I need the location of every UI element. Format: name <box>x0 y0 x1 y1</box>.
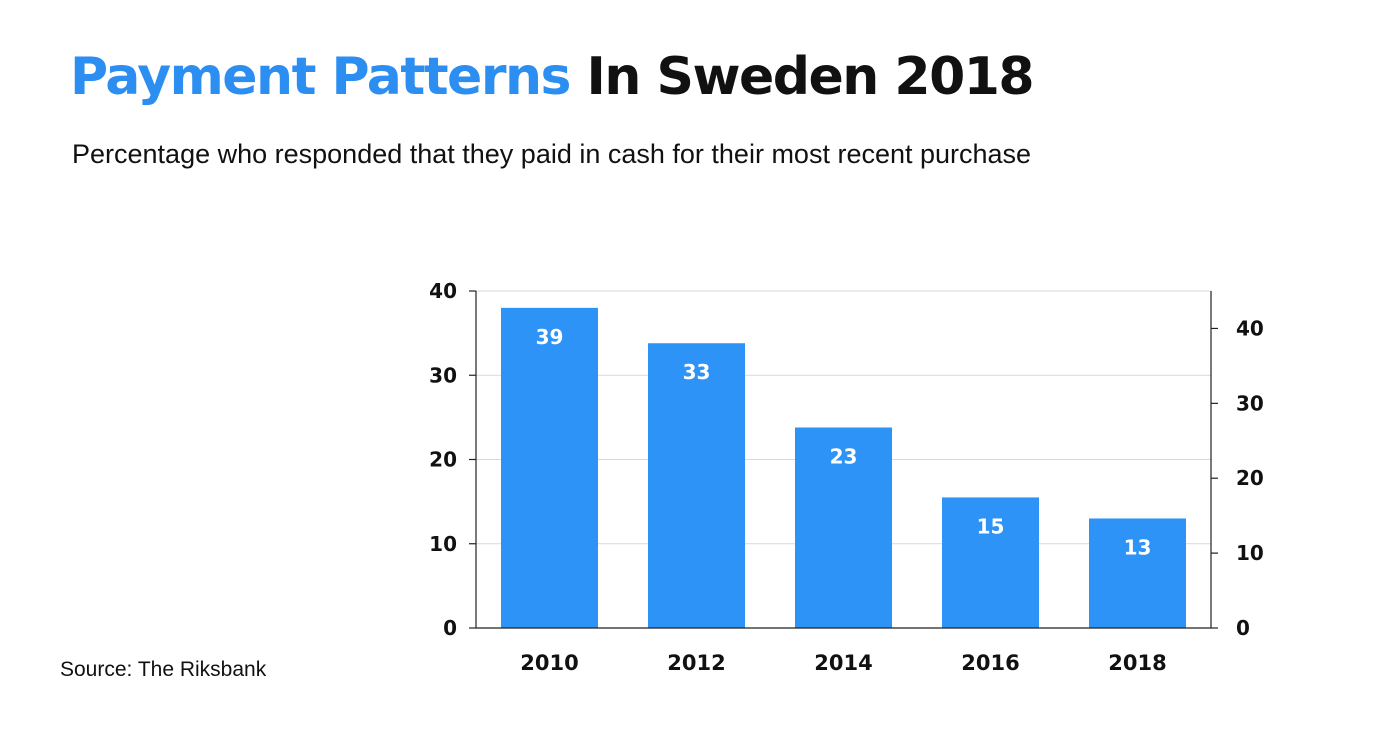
x-tick-label: 2014 <box>814 651 872 675</box>
right-tick-label: 30 <box>1236 391 1264 415</box>
x-tick-label: 2018 <box>1108 651 1166 675</box>
x-tick-label: 2012 <box>667 651 725 675</box>
left-tick-label: 10 <box>429 532 457 556</box>
left-tick-label: 0 <box>443 616 457 640</box>
title-accent: Payment Patterns <box>70 47 571 107</box>
data-label: 15 <box>977 514 1005 538</box>
data-label: 13 <box>1124 535 1152 559</box>
data-label: 39 <box>536 325 564 349</box>
left-tick-label: 40 <box>429 279 457 303</box>
x-tick-label: 2016 <box>961 651 1019 675</box>
right-tick-label: 40 <box>1236 316 1264 340</box>
bar <box>501 307 598 628</box>
x-tick-label: 2010 <box>520 651 578 675</box>
source-note: Source: The Riksbank <box>60 658 267 681</box>
right-tick-label: 20 <box>1236 466 1264 490</box>
bar <box>648 343 745 628</box>
right-tick-label: 10 <box>1236 541 1264 565</box>
left-tick-label: 20 <box>429 448 457 472</box>
page-title: Payment Patterns In Sweden 2018 <box>70 42 1035 112</box>
bar <box>942 497 1039 628</box>
right-tick-label: 0 <box>1236 616 1250 640</box>
bar <box>1089 518 1186 628</box>
chart-subtitle: Percentage who responded that they paid … <box>72 139 1032 169</box>
title-rest: In Sweden 2018 <box>586 47 1035 107</box>
bar <box>795 427 892 628</box>
left-tick-label: 30 <box>429 363 457 387</box>
data-label: 23 <box>830 444 858 468</box>
data-label: 33 <box>683 360 711 384</box>
